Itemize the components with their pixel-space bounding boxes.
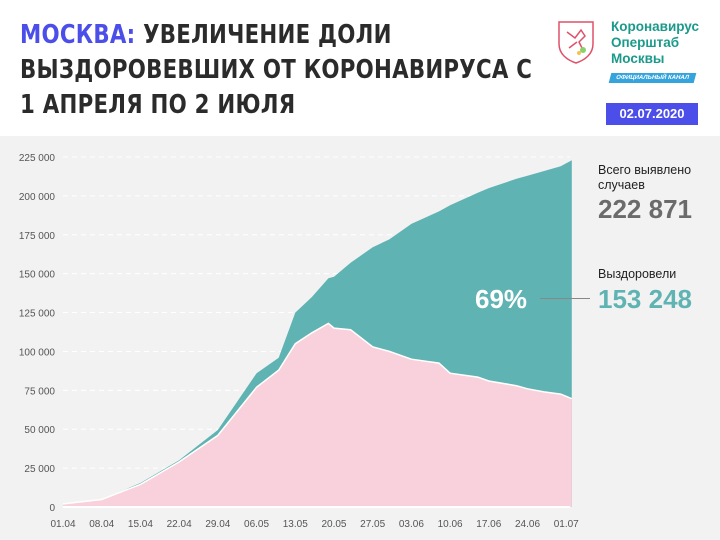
- page-title: МОСКВА: УВЕЛИЧЕНИЕ ДОЛИ ВЫЗДОРОВЕВШИХ ОТ…: [20, 18, 545, 123]
- y-tick-label: 225 000: [19, 153, 56, 164]
- x-tick-label: 20.05: [321, 519, 346, 530]
- total-label: Всего выявлено случаев: [598, 163, 692, 192]
- x-tick-label: 06.05: [244, 519, 269, 530]
- active-area: [63, 323, 572, 507]
- x-tick-label: 08.04: [89, 519, 114, 530]
- y-tick-label: 0: [49, 503, 55, 514]
- connector-line: [540, 298, 590, 299]
- official-channel-badge: ОФИЦИАЛЬНЫЙ КАНАЛ: [608, 73, 697, 83]
- x-tick-label: 29.04: [205, 519, 230, 530]
- x-tick-label: 01.07: [554, 519, 579, 530]
- x-tick-label: 15.04: [128, 519, 153, 530]
- chart: 01.04 08.04 15.04 22.04 29.04 06.05 13.05 20.05…: [19, 153, 579, 530]
- x-tick-label: 03.06: [399, 519, 424, 530]
- x-tick-label: 01.04: [50, 519, 75, 530]
- title-city: МОСКВА:: [20, 20, 136, 50]
- brand-line: Коронавирус: [611, 19, 699, 34]
- y-tick-label: 25 000: [24, 464, 55, 475]
- x-tick-label: 24.06: [515, 519, 540, 530]
- x-tick-label: 13.05: [283, 519, 308, 530]
- brand-line: Москвы: [611, 51, 665, 66]
- y-tick-label: 75 000: [24, 386, 55, 397]
- total-value: 222 871: [598, 194, 692, 224]
- active-line: [62, 322, 573, 505]
- date-badge: 02.07.2020: [606, 103, 698, 125]
- recovered-share: 69%: [475, 284, 528, 314]
- y-tick-label: 200 000: [19, 192, 56, 203]
- recovered-label: Выздоровели: [598, 267, 677, 281]
- title-text: УВЕЛИЧЕНИЕ ДОЛИ ВЫЗДОРОВЕВШИХ ОТ КОРОНАВ…: [20, 20, 533, 120]
- x-tick-label: 27.05: [360, 519, 385, 530]
- brand-line: Оперштаб: [611, 35, 680, 50]
- y-tick-label: 150 000: [19, 270, 56, 281]
- header: МОСКВА: УВЕЛИЧЕНИЕ ДОЛИ ВЫЗДОРОВЕВШИХ ОТ…: [0, 0, 720, 136]
- y-tick-label: 125 000: [19, 309, 56, 320]
- recovered-value: 153 248: [598, 284, 692, 314]
- x-tick-label: 10.06: [438, 519, 463, 530]
- y-tick-label: 50 000: [24, 425, 55, 436]
- y-tick-label: 100 000: [19, 347, 56, 358]
- y-tick-label: 175 000: [19, 231, 56, 242]
- x-tick-label: 22.04: [167, 519, 192, 530]
- x-tick-label: 17.06: [476, 519, 501, 530]
- moscow-coat-of-arms-icon: [558, 21, 594, 64]
- brand-name: Коронавирус Оперштаб Москвы: [611, 19, 699, 67]
